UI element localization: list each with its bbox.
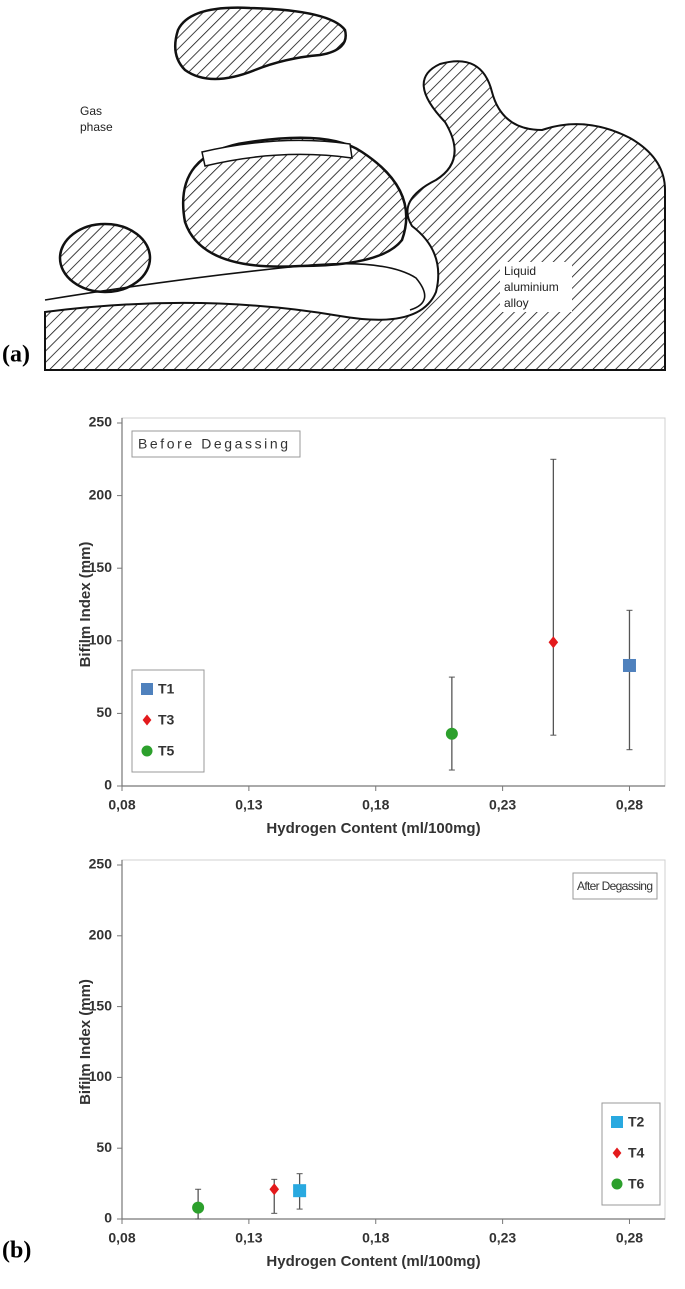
marker — [293, 1184, 307, 1198]
marker — [548, 636, 559, 649]
annotation: After Degassing — [577, 879, 653, 893]
legend-label: T4 — [628, 1145, 645, 1161]
y-tick-label: 250 — [89, 856, 113, 872]
small-droplet — [58, 222, 152, 294]
marker — [141, 745, 153, 757]
legend-label: T2 — [628, 1114, 645, 1130]
annotation-box — [131, 430, 301, 458]
top-droplet — [173, 6, 347, 81]
y-tick-label: 0 — [104, 777, 112, 793]
oxide-film — [44, 264, 424, 311]
marker — [141, 683, 153, 695]
y-tick-label: 250 — [89, 414, 113, 430]
legend-label: T1 — [158, 681, 175, 697]
legend-label: T6 — [628, 1176, 645, 1192]
liquid-label: aluminium — [504, 280, 559, 294]
marker — [142, 714, 152, 726]
x-axis-label: Hydrogen Content (ml/100mg) — [266, 1253, 480, 1270]
y-axis-label: Bifilm Index (mm) — [77, 979, 94, 1105]
y-tick-label: 100 — [89, 1068, 113, 1084]
marker — [445, 727, 458, 740]
panel-label: (a) — [2, 342, 30, 368]
x-tick-label: 0,08 — [108, 1230, 135, 1246]
y-tick-label: 150 — [89, 997, 113, 1013]
x-tick-label: 0,13 — [235, 1230, 262, 1246]
marker — [269, 1183, 280, 1196]
marker — [611, 1116, 623, 1128]
y-tick-label: 100 — [89, 632, 113, 648]
liquid-label: Liquid — [504, 264, 536, 278]
marker — [612, 1147, 622, 1159]
plot-frame — [121, 859, 666, 1220]
marker — [622, 658, 636, 672]
panel-label: (b) — [2, 1238, 31, 1264]
gas-label: Gas — [80, 104, 102, 118]
x-axis-label: Hydrogen Content (ml/100mg) — [266, 820, 480, 837]
annotation: Before Degassing — [138, 436, 288, 452]
annotation-box — [572, 872, 658, 900]
liquid-label: alloy — [504, 296, 529, 310]
x-tick-label: 0,18 — [362, 1230, 389, 1246]
legend-label: T5 — [158, 743, 175, 759]
y-tick-label: 200 — [89, 486, 113, 502]
x-tick-label: 0,13 — [235, 797, 262, 813]
x-tick-label: 0,08 — [108, 797, 135, 813]
x-tick-label: 0,28 — [616, 797, 643, 813]
x-tick-label: 0,28 — [616, 1230, 643, 1246]
x-tick-label: 0,23 — [489, 797, 516, 813]
y-tick-label: 200 — [89, 927, 113, 943]
marker — [192, 1201, 205, 1214]
x-tick-label: 0,18 — [362, 797, 389, 813]
oxide-cap — [201, 139, 353, 167]
x-tick-label: 0,23 — [489, 1230, 516, 1246]
y-tick-label: 150 — [89, 559, 113, 575]
label-bg — [500, 262, 572, 312]
legend-label: T3 — [158, 712, 175, 728]
y-tick-label: 50 — [96, 704, 112, 720]
y-tick-label: 0 — [104, 1210, 112, 1226]
marker — [611, 1178, 623, 1190]
diagram: Gas phase Liquid aluminium alloy (a) — [2, 6, 666, 371]
gas-label: phase — [80, 120, 113, 134]
y-tick-label: 50 — [96, 1139, 112, 1155]
y-axis-label: Bifilm Index (mm) — [77, 542, 94, 668]
